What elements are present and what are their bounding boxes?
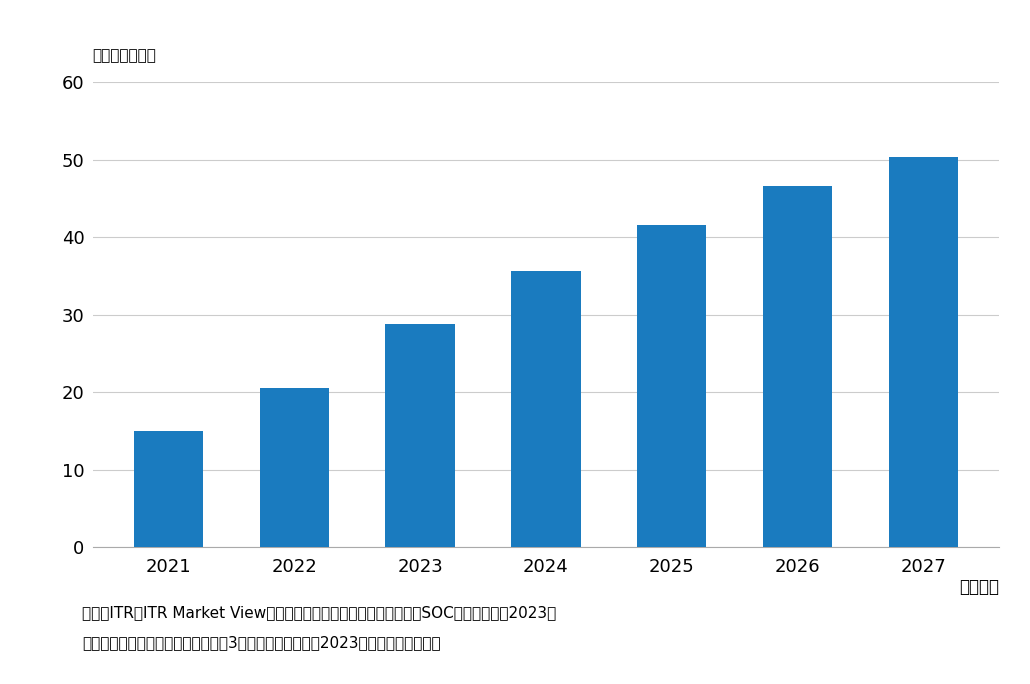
Text: （年度）: （年度） (959, 578, 999, 596)
Bar (385, 324, 454, 547)
Text: （単位：億円）: （単位：億円） (93, 48, 157, 63)
Bar (260, 388, 329, 547)
Bar (638, 225, 707, 547)
Bar (134, 431, 203, 547)
Bar (763, 186, 832, 547)
Text: 出典：ITR『ITR Market View：ゲートウェイ・セキュリティ対策型SOCサービス市場2023』: 出典：ITR『ITR Market View：ゲートウェイ・セキュリティ対策型S… (82, 605, 556, 620)
Text: ＊ベンダーの売上金額を対象とし、3月期ベースで換算。2023年度以降は予測値。: ＊ベンダーの売上金額を対象とし、3月期ベースで換算。2023年度以降は予測値。 (82, 635, 441, 650)
Bar (511, 272, 581, 547)
Bar (889, 157, 958, 547)
